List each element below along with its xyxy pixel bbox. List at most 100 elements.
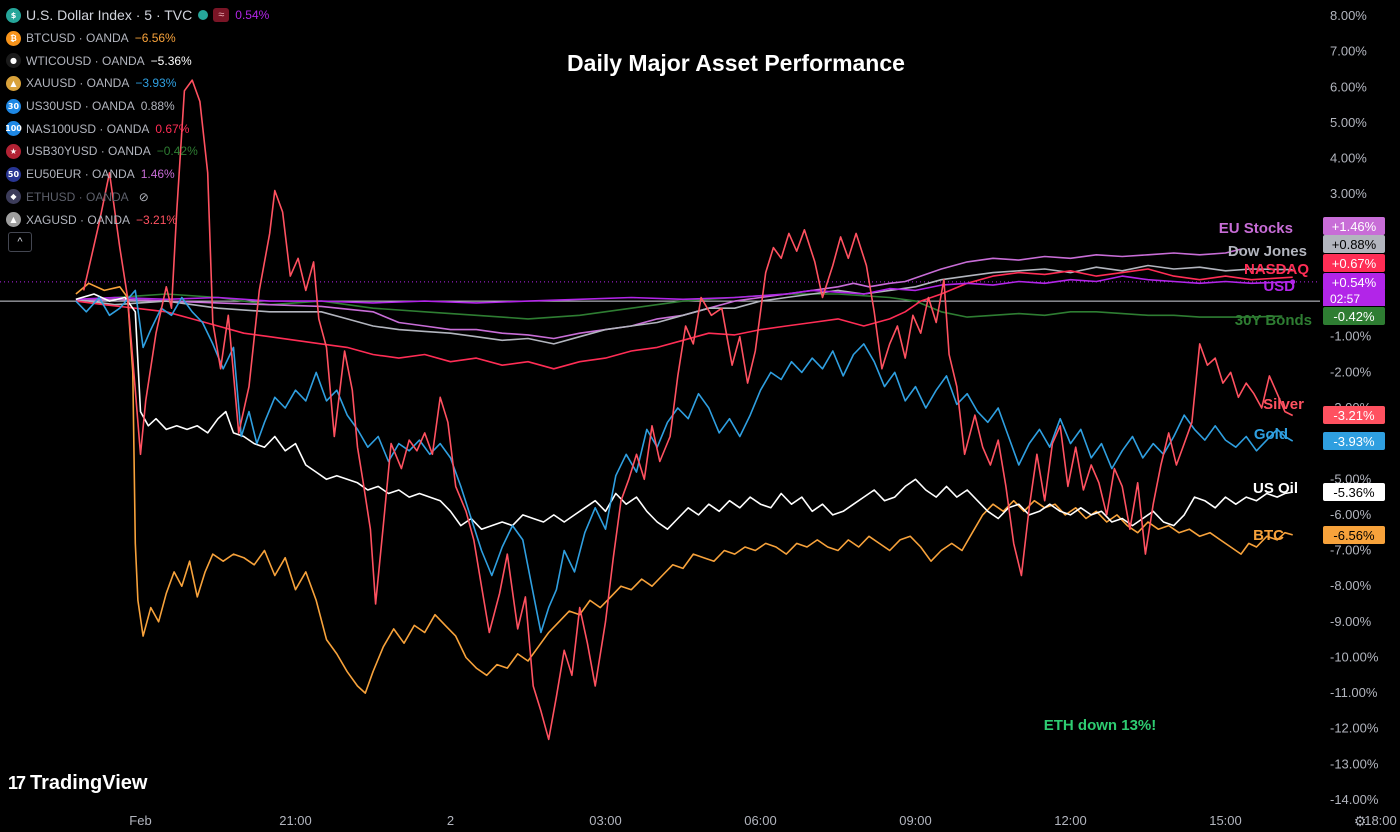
chart-title: Daily Major Asset Performance <box>567 50 905 76</box>
x-tick-label: 09:00 <box>899 813 932 828</box>
y-tick-label: 8.00% <box>1330 8 1367 23</box>
legend-row[interactable]: 50 EU50EUR · OANDA 1.46% <box>6 163 269 186</box>
tradingview-logo-icon: 17 <box>8 773 26 793</box>
legend-row[interactable]: ₿ BTCUSD · OANDA −6.56% <box>6 27 269 50</box>
x-tick-label: Feb <box>129 813 151 828</box>
legend-row[interactable]: ◆ ETHUSD · OANDA ⊘ <box>6 186 269 209</box>
axis-value-badge <box>1323 307 1385 325</box>
legend-row[interactable]: 30 US30USD · OANDA 0.88% <box>6 95 269 118</box>
collapse-legend-button[interactable]: ^ <box>8 232 32 252</box>
y-tick-label: -13.00% <box>1330 756 1379 771</box>
tradingview-logo: 17 TradingView <box>8 772 147 795</box>
legend-value: 1.46% <box>140 167 175 182</box>
approx-badge-icon: ≈ <box>213 8 230 23</box>
settings-gear-icon[interactable]: ⚙ <box>1354 814 1367 830</box>
series-line-nasdaq <box>75 268 1293 370</box>
legend-symbol: ETHUSD · OANDA <box>26 189 129 204</box>
series-legend: $ U.S. Dollar Index · 5 · TVC ≈0.54% ₿ BTCUS… <box>5 4 269 231</box>
x-tick-label: 2 <box>447 813 454 828</box>
series-name-label: USD <box>1263 278 1295 295</box>
eu50-icon: 50 <box>6 166 21 182</box>
axis-value-badge <box>1323 483 1385 501</box>
oil-drop-icon: ● <box>6 53 21 69</box>
x-tick-label: 12:00 <box>1054 813 1087 828</box>
legend-value: 0.54% <box>235 8 270 23</box>
hidden-eye-icon[interactable]: ⊘ <box>138 189 149 204</box>
legend-value: 0.67% <box>155 121 190 136</box>
y-tick-label: 3.00% <box>1330 186 1367 201</box>
y-tick-label: 6.00% <box>1330 79 1367 94</box>
series-name-label: NASDAQ <box>1244 261 1309 278</box>
market-open-icon <box>198 10 209 21</box>
series-line-eu-stocks <box>75 248 1242 340</box>
legend-row[interactable]: ★ USB30YUSD · OANDA −0.42% <box>6 140 269 163</box>
y-tick-label: -14.00% <box>1330 792 1379 807</box>
axis-value-badge-text: -3.21% <box>1333 408 1375 423</box>
axis-value-badge <box>1323 406 1385 424</box>
legend-symbol: U.S. Dollar Index · 5 · TVC <box>26 7 193 24</box>
tradingview-wordmark: TradingView <box>30 772 148 794</box>
gold-bars-icon: ▲ <box>6 75 21 91</box>
legend-row[interactable]: ● WTICOUSD · OANDA −5.36% <box>6 49 269 72</box>
axis-value-badge-text: -3.93% <box>1333 434 1375 449</box>
legend-symbol: EU50EUR · OANDA <box>26 167 135 182</box>
series-name-label: EU Stocks <box>1219 220 1293 237</box>
x-tick-label: 18:00 <box>1364 813 1397 828</box>
legend-value: 0.88% <box>140 99 175 114</box>
y-tick-label: -1.00% <box>1330 329 1372 344</box>
y-tick-label: -12.00% <box>1330 721 1379 736</box>
axis-value-badge-text: +1.46% <box>1332 219 1377 234</box>
legend-value: −3.93% <box>135 76 177 91</box>
axis-value-badge <box>1323 254 1385 272</box>
legend-row[interactable]: 100 NAS100USD · OANDA 0.67% <box>5 117 269 140</box>
series-name-label: US Oil <box>1253 480 1298 497</box>
nas100-icon: 100 <box>5 121 22 137</box>
legend-row[interactable]: ▲ XAUUSD · OANDA −3.93% <box>6 72 269 95</box>
series-line-dow-jones <box>75 264 1293 345</box>
y-tick-label: -11.00% <box>1330 685 1378 700</box>
y-tick-label: 5.00% <box>1330 115 1367 130</box>
axis-value-badge-text: -6.56% <box>1333 528 1375 543</box>
legend-value: −3.21% <box>136 212 178 227</box>
ethereum-icon: ◆ <box>6 189 21 205</box>
series-line-gold <box>75 289 1294 634</box>
dollar-icon: $ <box>6 7 21 23</box>
axis-value-badge <box>1323 273 1385 291</box>
y-tick-label: -2.00% <box>1330 364 1372 379</box>
legend-symbol: WTICOUSD · OANDA <box>26 53 145 68</box>
y-tick-label: -7.00% <box>1330 543 1372 558</box>
y-tick-label: -6.00% <box>1330 507 1372 522</box>
y-tick-label: -8.00% <box>1330 578 1372 593</box>
axis-value-badge-text: +0.67% <box>1332 256 1377 271</box>
legend-value: −6.56% <box>134 31 176 46</box>
axis-value-badge <box>1323 526 1385 544</box>
us-flag-icon: ★ <box>6 143 21 159</box>
series-line-usd <box>75 275 1293 304</box>
legend-symbol: XAUUSD · OANDA <box>26 76 130 91</box>
legend-row[interactable]: ▲ XAGUSD · OANDA −3.21% <box>6 208 269 231</box>
series-line-us-oil <box>75 293 1293 530</box>
axis-value-badge-text: +0.54% <box>1332 275 1377 290</box>
series-line-silver <box>82 79 1294 741</box>
axis-value-badge <box>1323 432 1385 450</box>
axis-value-badge-text: +0.88% <box>1332 237 1377 252</box>
series-name-label: Silver <box>1263 396 1304 413</box>
countdown-badge <box>1323 290 1385 306</box>
legend-value: −0.42% <box>156 144 198 159</box>
axis-value-badge-text: -5.36% <box>1333 485 1375 500</box>
legend-symbol: US30USD · OANDA <box>26 99 135 114</box>
legend-symbol: BTCUSD · OANDA <box>26 31 129 46</box>
y-tick-label: -10.00% <box>1330 649 1379 664</box>
series-name-label: Dow Jones <box>1228 243 1307 260</box>
series-name-label: BTC <box>1253 527 1284 544</box>
axis-value-badge <box>1323 235 1385 253</box>
x-tick-label: 15:00 <box>1209 813 1242 828</box>
legend-symbol: NAS100USD · OANDA <box>26 121 150 136</box>
axis-value-badge <box>1323 217 1385 235</box>
axis-value-badge-text: -0.42% <box>1333 309 1375 324</box>
legend-row[interactable]: $ U.S. Dollar Index · 5 · TVC ≈0.54% <box>6 4 269 27</box>
legend-value: −5.36% <box>150 53 192 68</box>
usd-last-point <box>1290 279 1296 285</box>
